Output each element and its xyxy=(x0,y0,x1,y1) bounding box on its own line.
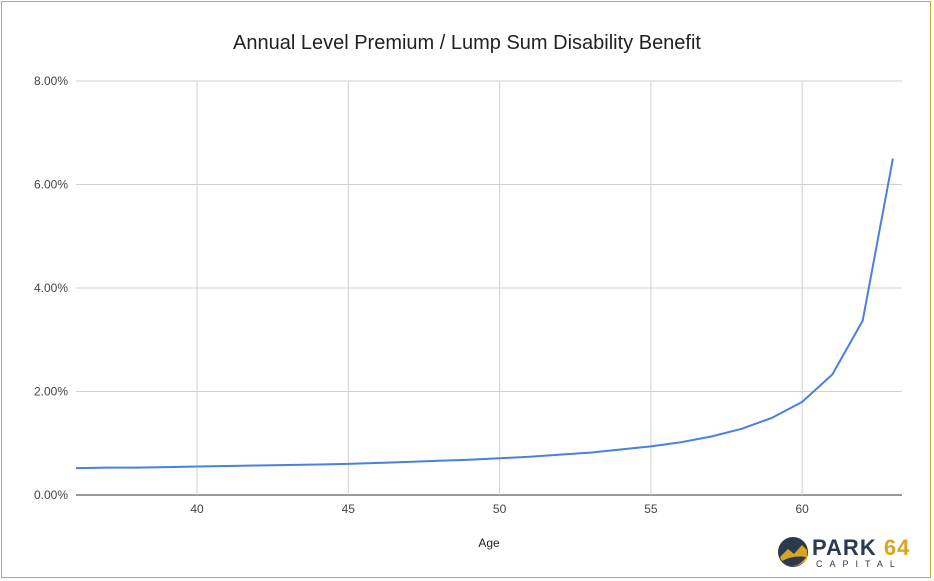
brand-logo: PARK 64 CAPITAL xyxy=(776,533,916,573)
y-axis-ticks: 0.00% 2.00% 4.00% 6.00% 8.00% xyxy=(34,74,68,502)
logo-name-main: PARK xyxy=(812,535,884,560)
mountain-sunrise-icon xyxy=(778,537,808,567)
x-tick-label: 60 xyxy=(795,502,809,516)
x-tick-label: 50 xyxy=(493,502,507,516)
x-axis-ticks: 40 45 50 55 60 xyxy=(190,502,809,516)
y-tick-label: 6.00% xyxy=(34,178,68,192)
x-tick-label: 45 xyxy=(342,502,356,516)
x-axis-label: Age xyxy=(478,536,500,550)
logo-subtitle: CAPITAL xyxy=(816,559,902,569)
x-tick-label: 40 xyxy=(190,502,204,516)
logo-name-accent: 64 xyxy=(883,535,911,560)
series-line xyxy=(75,158,894,470)
gridlines xyxy=(76,80,902,496)
y-tick-label: 2.00% xyxy=(34,385,68,399)
y-tick-label: 0.00% xyxy=(34,488,68,502)
series-group xyxy=(75,158,894,470)
logo-wordmark: PARK 64 xyxy=(812,535,910,561)
x-tick-label: 55 xyxy=(644,502,658,516)
y-tick-label: 8.00% xyxy=(34,74,68,88)
chart-title: Annual Level Premium / Lump Sum Disabili… xyxy=(233,32,701,54)
y-tick-label: 4.00% xyxy=(34,281,68,295)
